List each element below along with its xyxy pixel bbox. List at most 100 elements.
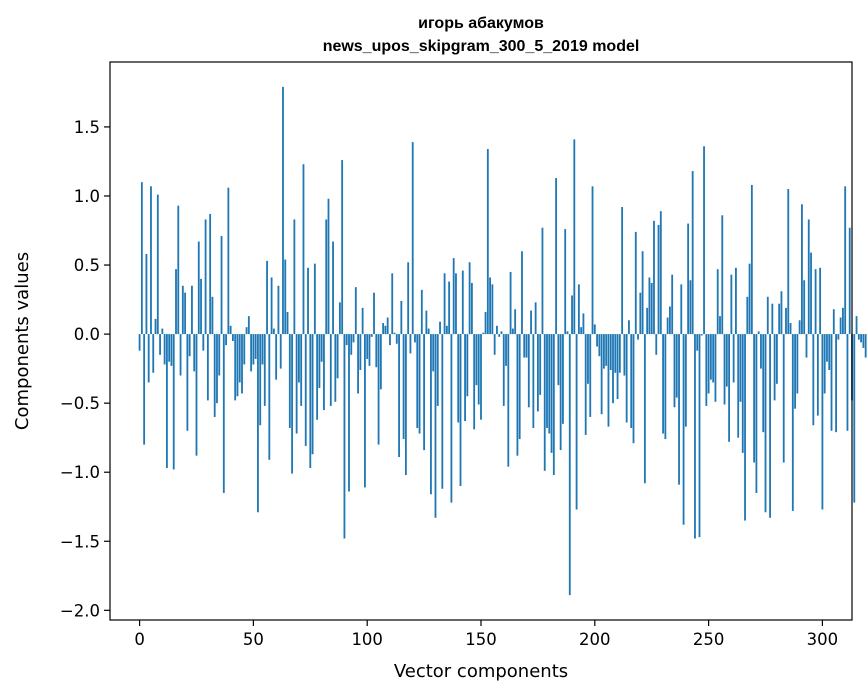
bar	[675, 334, 678, 398]
bar	[332, 241, 334, 335]
bar	[689, 280, 692, 335]
bar	[748, 263, 751, 335]
bar	[848, 227, 851, 335]
bar	[536, 334, 539, 412]
bar	[439, 321, 441, 335]
bar	[418, 334, 421, 434]
bar	[821, 334, 824, 510]
bar	[746, 296, 749, 335]
bar	[225, 334, 227, 346]
bar	[232, 334, 234, 341]
bar	[655, 334, 658, 355]
bar	[575, 334, 578, 510]
bar	[769, 334, 771, 518]
bar	[835, 334, 837, 433]
bar	[634, 231, 637, 335]
bar	[744, 334, 746, 521]
bar	[518, 334, 521, 440]
bar	[430, 334, 432, 495]
bar	[288, 334, 291, 429]
bar	[732, 334, 735, 383]
bar	[354, 287, 357, 335]
bar	[559, 334, 562, 451]
bar	[796, 334, 799, 394]
bar	[455, 273, 457, 335]
bar	[234, 334, 237, 401]
x-tick-label: 0	[134, 630, 145, 649]
bar	[432, 334, 435, 372]
bar	[250, 334, 253, 372]
bar	[379, 334, 382, 390]
bar	[798, 320, 801, 335]
bar	[311, 334, 314, 455]
bar	[684, 334, 687, 427]
bar	[436, 334, 439, 406]
bar	[682, 334, 685, 525]
bar	[680, 284, 683, 335]
bar	[507, 334, 510, 467]
bar	[534, 302, 537, 335]
bar	[703, 146, 705, 335]
bar	[830, 334, 833, 431]
bar	[855, 316, 858, 335]
bar	[163, 334, 166, 365]
bar	[775, 334, 778, 384]
bar	[621, 207, 624, 335]
bar	[755, 334, 758, 493]
bar	[229, 325, 232, 335]
bar	[500, 331, 503, 335]
bar	[741, 334, 744, 453]
bar	[275, 334, 278, 380]
bar	[787, 189, 790, 335]
bar	[750, 184, 753, 335]
bar	[398, 334, 400, 458]
bar	[716, 269, 719, 335]
bar	[236, 334, 239, 397]
bar	[452, 258, 455, 335]
bar	[725, 334, 728, 387]
bar	[566, 331, 569, 335]
bar	[341, 160, 344, 335]
bar	[671, 274, 674, 335]
bar	[582, 313, 585, 335]
bar	[404, 334, 407, 475]
bar	[175, 269, 177, 335]
bar	[193, 334, 196, 372]
bar	[443, 273, 446, 335]
bar	[309, 334, 312, 469]
bar	[179, 334, 182, 376]
bar	[785, 307, 787, 335]
bar	[156, 194, 159, 335]
bar	[316, 334, 319, 420]
bar	[423, 334, 426, 451]
bar	[669, 306, 671, 335]
bar	[216, 334, 218, 404]
bar	[591, 186, 594, 335]
bar	[614, 334, 617, 373]
bar	[844, 186, 847, 335]
bar	[505, 334, 507, 366]
bar	[373, 292, 375, 335]
bar	[860, 334, 863, 343]
bar	[277, 285, 280, 335]
bar	[580, 327, 583, 335]
bar	[598, 334, 601, 357]
bar	[348, 334, 350, 492]
bar	[794, 334, 797, 409]
y-tick-label: −2.0	[60, 601, 100, 620]
bar	[728, 334, 730, 442]
bar	[498, 334, 501, 337]
bar	[218, 334, 221, 376]
bar	[159, 334, 161, 355]
bar	[584, 334, 587, 435]
y-tick-label: 1.5	[74, 118, 100, 137]
bar	[721, 215, 724, 335]
bar	[709, 334, 712, 380]
bar	[482, 332, 485, 335]
bar	[612, 334, 614, 404]
bar	[473, 334, 476, 430]
bar	[491, 284, 494, 335]
bar	[539, 334, 542, 395]
bar	[161, 328, 164, 335]
bar	[307, 267, 309, 335]
